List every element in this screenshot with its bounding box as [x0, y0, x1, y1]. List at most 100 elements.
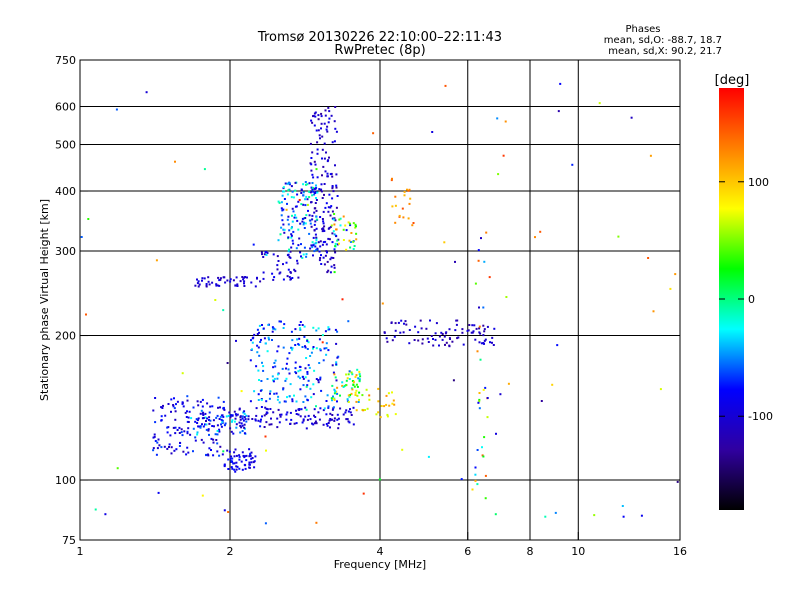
data-point: [304, 346, 307, 349]
data-point: [212, 438, 215, 441]
data-point: [299, 222, 302, 225]
data-point: [277, 395, 280, 398]
data-point: [474, 473, 477, 476]
data-point: [223, 408, 226, 411]
data-point: [260, 398, 263, 401]
data-point: [223, 463, 226, 466]
data-point: [261, 324, 263, 326]
data-point: [243, 455, 246, 458]
data-point: [278, 421, 281, 424]
data-point: [213, 425, 215, 428]
data-point: [202, 425, 205, 428]
data-point: [296, 219, 299, 222]
data-point: [295, 409, 297, 412]
data-point: [329, 418, 332, 421]
data-point: [332, 371, 335, 374]
data-point: [327, 237, 330, 240]
data-point: [483, 339, 486, 342]
data-point: [326, 172, 329, 175]
data-point: [250, 339, 252, 342]
data-point: [247, 415, 250, 418]
data-point: [427, 455, 430, 458]
y-axis-ticks: 75 100 200 300 400 500 600 750: [55, 54, 88, 547]
data-point: [236, 465, 239, 468]
data-point: [408, 188, 411, 191]
data-point: [289, 411, 292, 414]
data-point: [358, 378, 361, 381]
data-point: [312, 244, 315, 247]
data-point: [344, 411, 347, 414]
data-point: [203, 277, 206, 280]
data-point: [304, 415, 307, 418]
data-point: [293, 422, 296, 425]
data-point: [210, 449, 212, 451]
data-point: [331, 210, 334, 213]
data-point: [256, 328, 259, 331]
data-point: [170, 398, 173, 401]
data-point: [355, 232, 358, 235]
data-point: [315, 347, 318, 350]
data-point: [299, 415, 302, 418]
data-point: [301, 324, 304, 326]
data-point: [299, 369, 302, 372]
data-point: [196, 433, 199, 436]
data-point: [182, 450, 185, 453]
data-point: [265, 400, 268, 403]
data-point: [348, 421, 351, 424]
data-point: [335, 361, 338, 364]
data-point: [309, 219, 312, 222]
data-point: [183, 430, 186, 433]
data-point: [230, 466, 233, 469]
data-point: [358, 398, 360, 401]
data-point: [294, 361, 297, 364]
data-point: [393, 403, 396, 406]
data-point: [412, 222, 415, 224]
data-point: [352, 240, 355, 243]
data-point: [445, 341, 448, 344]
data-point: [315, 236, 318, 239]
data-point: [355, 374, 358, 377]
data-point: [403, 190, 406, 193]
data-point: [317, 411, 320, 414]
data-point: [401, 207, 404, 210]
data-point: [204, 416, 207, 419]
data-point: [452, 379, 455, 382]
data-point: [231, 467, 234, 470]
data-point: [263, 337, 266, 340]
data-point: [630, 116, 633, 119]
data-point: [214, 299, 217, 301]
data-point: [276, 398, 279, 401]
data-point: [333, 419, 336, 422]
data-point: [478, 325, 481, 328]
data-point: [288, 183, 291, 186]
data-point: [414, 325, 417, 328]
data-point: [388, 404, 391, 407]
data-point: [282, 387, 285, 390]
data-point: [295, 216, 298, 219]
data-point: [230, 414, 233, 417]
data-point: [216, 442, 219, 445]
data-point: [310, 225, 313, 228]
data-point: [349, 408, 351, 411]
data-point: [318, 259, 321, 262]
data-point: [331, 414, 334, 416]
data-point: [319, 378, 322, 381]
data-point: [347, 401, 350, 403]
data-point: [333, 266, 336, 269]
data-point: [305, 427, 308, 430]
data-point: [297, 370, 300, 373]
data-point: [346, 418, 349, 421]
data-point: [329, 412, 332, 415]
data-point: [311, 194, 314, 197]
data-point: [676, 480, 679, 483]
data-point: [294, 371, 297, 373]
data-point: [255, 365, 258, 368]
data-point: [290, 246, 293, 249]
data-point: [291, 400, 294, 403]
data-point: [332, 230, 335, 233]
data-point: [251, 348, 253, 351]
data-point: [289, 250, 292, 253]
data-point: [571, 163, 574, 166]
data-point: [283, 228, 286, 231]
data-point: [244, 418, 247, 421]
